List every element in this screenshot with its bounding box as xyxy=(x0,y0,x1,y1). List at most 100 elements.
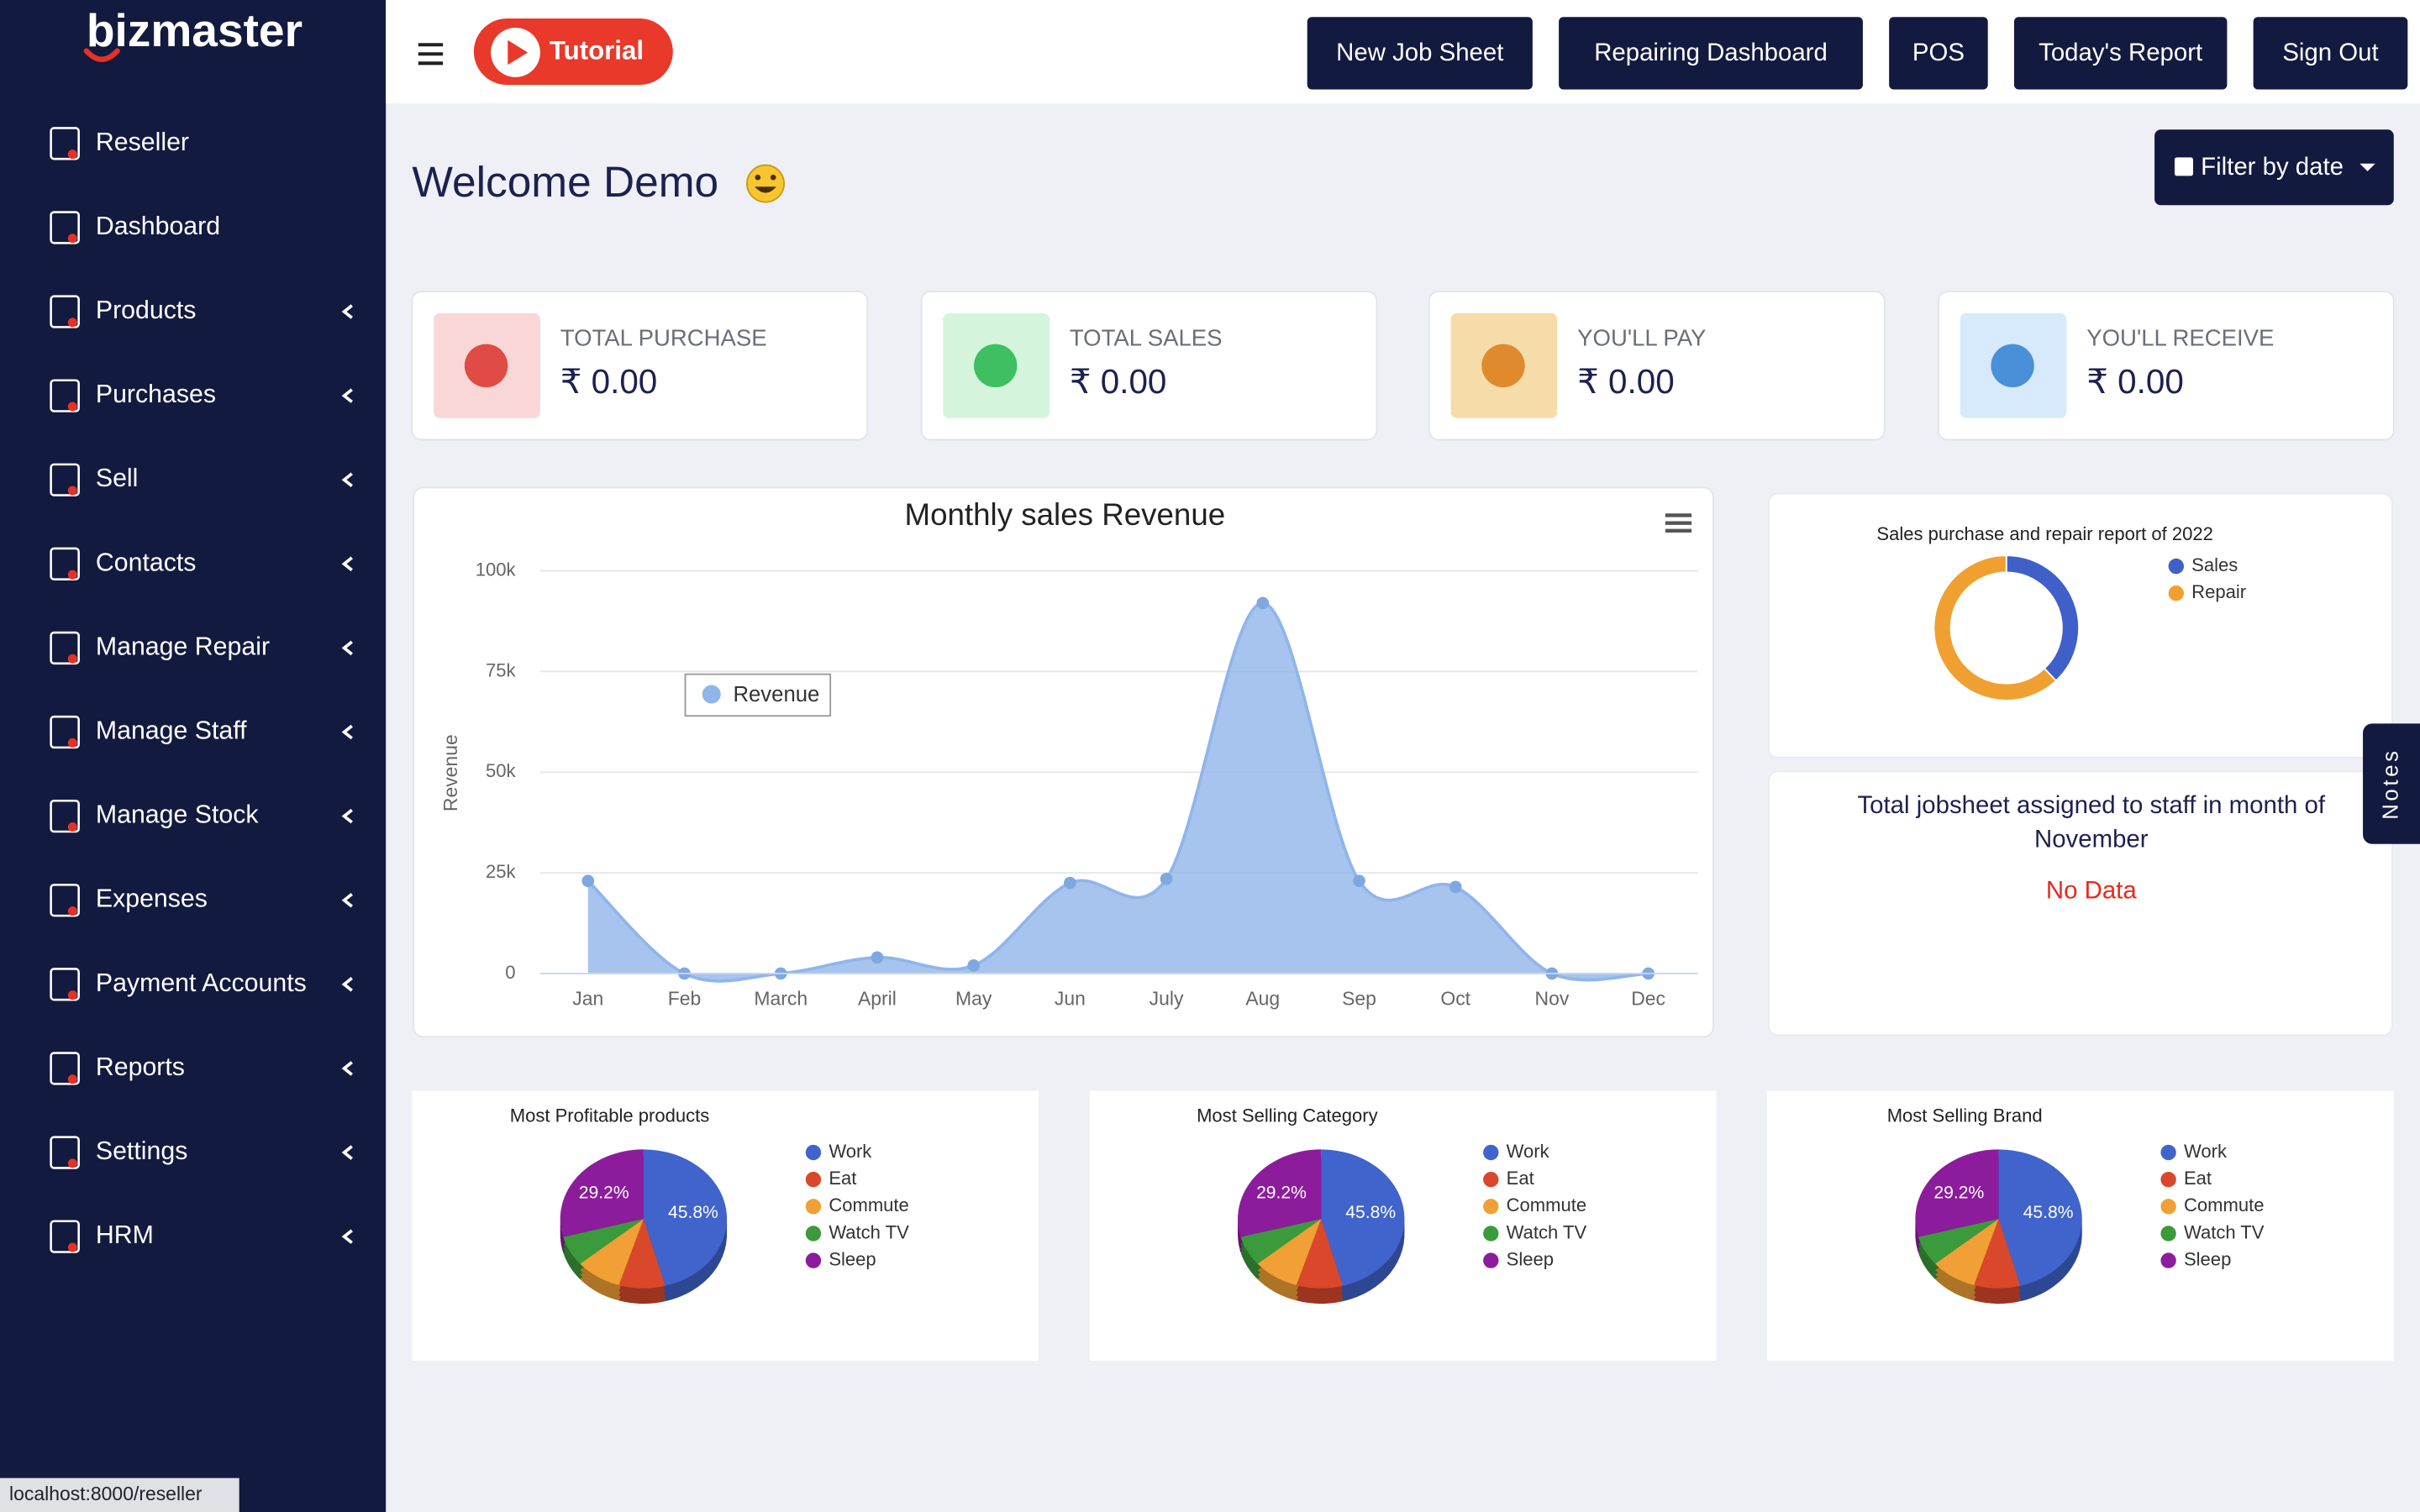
menu-icon-accent xyxy=(67,1074,77,1084)
legend-label[interactable]: Watch TV xyxy=(829,1221,909,1242)
legend-label[interactable]: Work xyxy=(829,1141,872,1162)
data-point xyxy=(967,959,980,972)
top-button-label[interactable]: Sign Out xyxy=(2282,39,2378,66)
menu-chevron xyxy=(341,1061,353,1076)
menu-item[interactable]: Products xyxy=(96,297,197,324)
menu-item[interactable]: Reports xyxy=(96,1053,185,1081)
menu-icon-accent xyxy=(67,570,77,580)
legend-label[interactable]: Commute xyxy=(1507,1194,1586,1215)
top-button-label[interactable]: New Job Sheet xyxy=(1336,39,1503,66)
menu-chevron xyxy=(341,472,353,488)
legend-label[interactable]: Sleep xyxy=(1507,1248,1554,1269)
brand-smile xyxy=(83,48,120,62)
top-button[interactable] xyxy=(1559,17,1863,90)
legend-label[interactable]: Eat xyxy=(1507,1168,1534,1189)
legend-marker xyxy=(2160,1144,2176,1161)
smiley-eye xyxy=(770,174,776,181)
data-label: 45.8% xyxy=(2023,1203,2074,1222)
data-point xyxy=(581,874,595,888)
menu-item[interactable]: Purchases xyxy=(96,381,216,408)
filter-button[interactable] xyxy=(2154,129,2394,206)
stat-value: ₹ 0.00 xyxy=(1070,362,1167,401)
menu-icon xyxy=(50,1220,80,1253)
top-button[interactable] xyxy=(1889,17,1988,90)
legend-label[interactable]: Commute xyxy=(2184,1194,2265,1215)
chart-panel xyxy=(1767,492,2393,759)
legend-marker xyxy=(1483,1144,1499,1161)
legend-label[interactable]: Repair xyxy=(2191,581,2246,602)
top-button[interactable] xyxy=(1307,17,1533,90)
top-button-label[interactable]: Repairing Dashboard xyxy=(1594,39,1828,66)
notes-tab[interactable] xyxy=(2363,723,2420,844)
menu-icon xyxy=(50,211,80,244)
top-button[interactable] xyxy=(2013,17,2228,90)
stat-value: ₹ 0.00 xyxy=(1577,362,1675,401)
legend-label[interactable]: Sales xyxy=(2191,554,2238,575)
legend-label[interactable]: Eat xyxy=(829,1168,856,1189)
menu-item[interactable]: Manage Staff xyxy=(96,717,247,745)
legend-label[interactable]: Watch TV xyxy=(2184,1221,2265,1242)
menu-item[interactable]: Contacts xyxy=(96,549,197,576)
menu-item[interactable]: Expenses xyxy=(96,885,208,913)
legend-label[interactable]: Work xyxy=(2184,1141,2228,1162)
top-button[interactable] xyxy=(2253,17,2408,90)
sidebar xyxy=(0,0,387,1512)
data-label: 29.2% xyxy=(579,1183,629,1202)
menu-item[interactable]: HRM xyxy=(96,1221,154,1249)
x-tick-label: March xyxy=(754,987,808,1009)
menu-item[interactable]: Reseller xyxy=(96,129,189,156)
legend-marker xyxy=(805,1144,822,1161)
filter-label[interactable]: Filter by date xyxy=(2201,153,2344,181)
menu-icon xyxy=(50,799,80,833)
menu-chevron xyxy=(341,1145,353,1160)
legend-box xyxy=(684,673,832,717)
stat-icon xyxy=(1991,344,2034,388)
data-label: 29.2% xyxy=(1933,1183,1984,1202)
top-button-label[interactable]: POS xyxy=(1912,39,1965,66)
notes-label[interactable]: Notes xyxy=(2380,748,2403,820)
menu-item[interactable]: Dashboard xyxy=(96,213,220,240)
menu-item[interactable]: Payment Accounts xyxy=(96,969,307,997)
smiley-mouth xyxy=(755,186,776,193)
data-label: 29.2% xyxy=(1256,1183,1307,1202)
jobsheet-panel xyxy=(1767,770,2393,1037)
menu-chevron xyxy=(341,808,353,824)
menu-icon xyxy=(50,463,80,496)
x-tick-label: May xyxy=(955,987,992,1009)
y-axis-title: Revenue xyxy=(439,734,461,811)
chart-title: Most Selling Brand xyxy=(1887,1105,2043,1126)
pie-slice xyxy=(1321,1149,1405,1286)
menu-icon-accent xyxy=(67,1158,77,1168)
legend-label[interactable]: Commute xyxy=(829,1194,909,1215)
top-button-label[interactable]: Today's Report xyxy=(2039,39,2202,66)
pie-slice xyxy=(1974,1219,2021,1289)
stat-icon xyxy=(464,344,508,388)
pie-slice xyxy=(618,1219,666,1289)
x-tick-label: Dec xyxy=(1631,987,1665,1009)
x-tick-label: Nov xyxy=(1535,987,1570,1009)
menu-item[interactable]: Settings xyxy=(96,1137,187,1165)
pie-slice xyxy=(1257,1219,1322,1285)
menu-icon-accent xyxy=(67,822,77,832)
menu-item[interactable]: Manage Repair xyxy=(96,633,270,660)
x-tick-label: Jun xyxy=(1055,987,1086,1009)
legend-label[interactable]: Watch TV xyxy=(1507,1221,1587,1242)
data-point xyxy=(1449,880,1462,894)
data-point xyxy=(1064,876,1076,890)
legend-label[interactable]: Eat xyxy=(2184,1168,2212,1189)
menu-chevron xyxy=(341,388,353,403)
legend-label[interactable]: Sleep xyxy=(829,1248,876,1269)
legend-marker xyxy=(1483,1252,1499,1268)
legend-label[interactable]: Revenue xyxy=(733,683,819,706)
legend-label[interactable]: Work xyxy=(1507,1141,1550,1162)
legend-label[interactable]: Sleep xyxy=(2184,1248,2231,1269)
menu-item[interactable]: Manage Stock xyxy=(96,801,260,829)
pie-slice xyxy=(1296,1219,1344,1289)
menu-icon-accent xyxy=(67,1242,77,1252)
menu-item[interactable]: Sell xyxy=(96,465,139,492)
menu-icon xyxy=(50,631,80,665)
menu-icon xyxy=(50,1136,80,1169)
stat-value: ₹ 0.00 xyxy=(560,362,658,401)
pie-slice xyxy=(1934,1219,1999,1285)
pie-slice xyxy=(563,1219,644,1264)
